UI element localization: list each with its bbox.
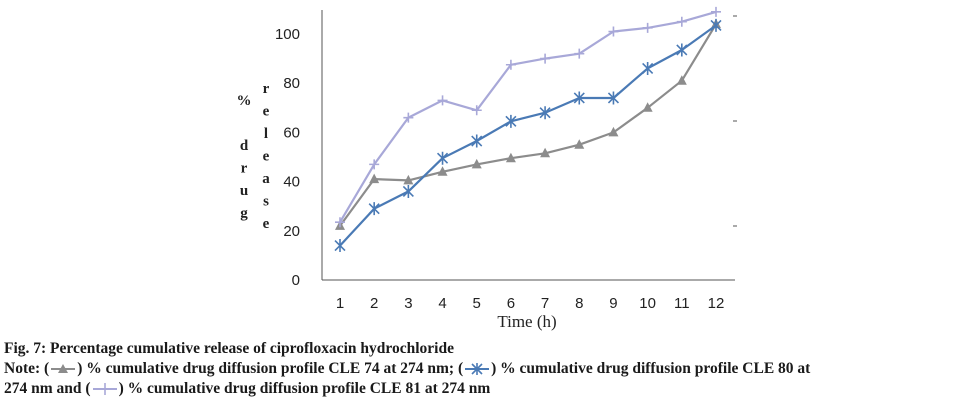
data-point-star [436, 151, 449, 165]
y-tick-label: 60 [283, 124, 300, 141]
y-label-char: d [240, 138, 249, 154]
legend-triangle-icon [51, 364, 76, 374]
y-tick-label: 20 [283, 223, 300, 240]
legend-text-2: ) % cumulative drug diffusion profile CL… [491, 360, 811, 377]
data-point-star [471, 134, 483, 148]
data-point-plus [437, 95, 448, 106]
series-layer [334, 6, 722, 253]
x-tick-label: 3 [404, 295, 412, 312]
x-tick-label: 5 [473, 295, 481, 312]
figure-note-line-2: 274 nm and ( ) % cumulative drug diffusio… [4, 379, 962, 399]
series-line [339, 23, 717, 227]
series-cle-74 [335, 18, 721, 230]
data-point-triangle [437, 166, 448, 176]
figure-note-line-1: Note: ( ) % cumulative drug diffusion pro… [4, 359, 962, 379]
data-point-plus [676, 16, 687, 27]
data-point-plus [642, 22, 653, 33]
data-point-triangle [369, 173, 380, 184]
data-point-triangle [403, 174, 414, 185]
data-point-plus [335, 217, 345, 228]
data-point-triangle [642, 102, 653, 112]
data-point-star [676, 43, 688, 57]
data-point-triangle [471, 158, 482, 169]
data-point-star [710, 18, 722, 32]
x-tick-label: 11 [674, 295, 690, 312]
x-tick-label: 9 [609, 295, 617, 312]
data-point-triangle [676, 75, 687, 85]
data-point-plus [471, 105, 482, 116]
x-axis-title: Time (h) [497, 312, 556, 331]
series-cle-80 [334, 18, 722, 253]
series-cle-81 [335, 6, 721, 228]
legend-text-4: ) % cumulative drug diffusion profile CL… [118, 380, 491, 397]
note-prefix: Note: ( [4, 360, 50, 377]
legend-text-1: ) % cumulative drug diffusion profile CL… [77, 360, 464, 377]
data-point-triangle [505, 152, 516, 163]
y-tick-label: 80 [283, 75, 300, 92]
x-tick-label: 12 [708, 295, 725, 312]
y-label-char: r [263, 81, 270, 97]
data-point-plus [711, 6, 721, 17]
y-label-char: r [241, 161, 248, 177]
legend-text-3: 274 nm and ( [4, 380, 91, 397]
data-point-star [642, 61, 654, 75]
data-point-plus [369, 159, 380, 170]
x-tick-label: 8 [575, 295, 583, 312]
y-label-char: e [263, 216, 270, 232]
figure-caption: Fig. 7: Percentage cumulative release of… [4, 339, 962, 399]
legend-plus-icon [92, 383, 117, 396]
y-tick-label: 40 [283, 174, 300, 191]
x-tick-label: 6 [507, 295, 515, 312]
y-label-char: % [237, 93, 252, 109]
y-tick-label: 0 [292, 272, 300, 289]
x-tick-label: 10 [639, 295, 656, 312]
y-label-char: a [262, 171, 270, 187]
data-point-star [607, 91, 620, 105]
y-label-char: s [263, 194, 269, 210]
data-point-star [505, 114, 517, 128]
figure-title: Fig. 7: Percentage cumulative release of… [4, 340, 454, 357]
data-point-triangle [608, 126, 619, 137]
data-point-plus [574, 48, 585, 59]
y-tick-label: 100 [275, 26, 300, 43]
x-tick-label: 4 [438, 295, 446, 312]
data-point-triangle [540, 147, 551, 158]
legend-star-icon [465, 363, 490, 376]
x-tick-label: 2 [370, 295, 378, 312]
data-point-star [402, 184, 414, 198]
x-tick-label: 7 [541, 295, 549, 312]
data-point-star [573, 91, 585, 105]
data-point-plus [403, 112, 414, 123]
series-line [339, 24, 717, 247]
y-label-char: e [263, 104, 270, 120]
series-line [339, 10, 717, 223]
y-label-char: e [263, 149, 270, 165]
data-point-star [334, 239, 346, 253]
x-tick-label: 1 [336, 295, 344, 312]
data-point-plus [608, 26, 619, 37]
y-label-char: u [240, 183, 248, 199]
data-point-triangle [574, 139, 585, 149]
y-label-char: g [240, 206, 248, 222]
y-label-char: l [264, 126, 268, 142]
data-point-star [539, 106, 551, 120]
data-point-plus [505, 59, 516, 70]
data-point-plus [540, 53, 551, 64]
data-point-star [368, 202, 380, 216]
